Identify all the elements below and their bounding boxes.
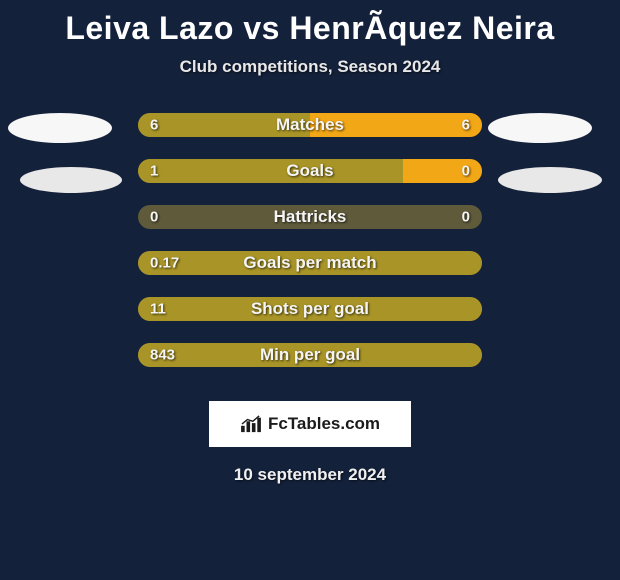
player-shadow [8,113,112,143]
bar-track [138,113,482,137]
player-shadow [498,167,602,193]
date-line: 10 september 2024 [0,465,620,485]
player-shadow [20,167,122,193]
brand-badge: FcTables.com [209,401,411,447]
comparison-arena: Matches66 Goals10 Hattricks00 Goals per mat… [0,113,620,393]
bar-left [138,343,482,367]
brand-text: FcTables.com [268,414,380,434]
bar-left [138,113,310,137]
subtitle: Club competitions, Season 2024 [0,57,620,77]
bar-track [138,159,482,183]
stat-row: Min per goal843 [138,343,482,367]
bar-right [403,159,482,183]
page-title: Leiva Lazo vs HenrÃ­quez Neira [0,0,620,47]
chart-icon [240,415,262,433]
bar-left [138,297,482,321]
bar-left [138,159,403,183]
stat-row: Matches66 [138,113,482,137]
bar-track [138,343,482,367]
stat-row: Hattricks00 [138,205,482,229]
bar-right [310,113,482,137]
stat-row: Goals per match0.17 [138,251,482,275]
bar-track [138,205,482,229]
stat-row: Shots per goal11 [138,297,482,321]
bar-track [138,297,482,321]
stat-row: Goals10 [138,159,482,183]
stat-rows: Matches66 Goals10 Hattricks00 Goals per mat… [138,113,482,389]
player-shadow [488,113,592,143]
bar-track [138,251,482,275]
bar-left [138,251,482,275]
